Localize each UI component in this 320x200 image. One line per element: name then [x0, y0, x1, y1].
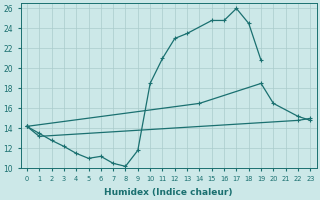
X-axis label: Humidex (Indice chaleur): Humidex (Indice chaleur) — [104, 188, 233, 197]
